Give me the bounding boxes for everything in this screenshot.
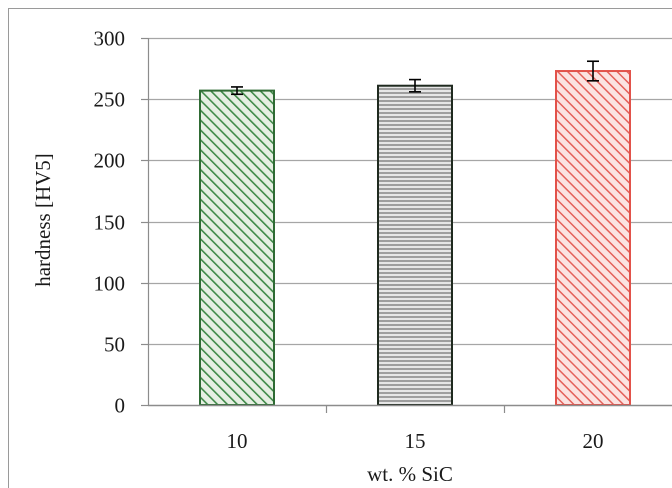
- chart-frame: [8, 8, 672, 488]
- y-tick-label: 200: [94, 149, 126, 173]
- x-tick-label: 10: [227, 429, 248, 453]
- tick-labels: 0 50 100 150 200 250 300 10 15 20: [94, 27, 604, 454]
- bar-20: [555, 70, 631, 406]
- y-tick-label: 0: [115, 394, 126, 418]
- y-axis-title: hardness [HV5]: [31, 153, 55, 287]
- axes: [141, 37, 672, 413]
- y-tick-label: 300: [94, 27, 126, 51]
- y-tick-label: 250: [94, 88, 126, 112]
- x-tick-label: 20: [583, 429, 604, 453]
- x-tick-label: 15: [405, 429, 426, 453]
- y-tick-label: 150: [94, 211, 126, 235]
- y-tick-label: 50: [104, 333, 125, 357]
- bar-15: [377, 84, 453, 407]
- bars: [199, 60, 631, 407]
- x-axis-title: wt. % SiC: [367, 462, 453, 486]
- bar-10: [199, 89, 275, 406]
- y-tick-label: 100: [94, 272, 126, 296]
